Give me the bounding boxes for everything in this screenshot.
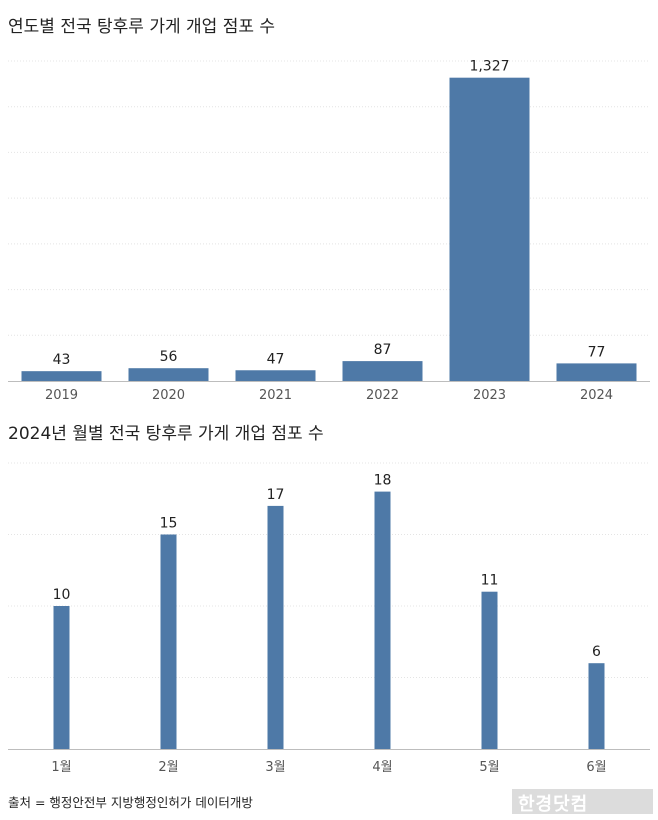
month-tick-label-3: 4월 [372, 760, 392, 775]
month-bar-5 [588, 663, 605, 749]
year-value-label-0: 43 [53, 352, 71, 368]
year-tick-label-4: 2023 [473, 388, 506, 403]
month-value-label-5: 6 [592, 644, 601, 660]
year-value-label-4: 1,327 [469, 59, 509, 75]
month-bar-0 [53, 606, 70, 749]
year-value-label-2: 47 [267, 351, 285, 367]
monthly-bar-chart: 10 1월 15 2월 17 3월 18 4월 11 5월 6 6월 [8, 462, 650, 775]
month-bar-1 [160, 534, 177, 749]
year-tick-label-0: 2019 [45, 388, 78, 403]
year-tick-label-1: 2020 [152, 388, 185, 403]
year-value-label-1: 56 [160, 349, 178, 365]
month-tick-label-0: 1월 [51, 760, 71, 775]
month-tick-label-2: 3월 [265, 760, 285, 775]
year-tick-label-2: 2021 [259, 388, 292, 403]
yearly-bar-chart: 43 2019 56 2020 47 2021 87 2022 1,327 2023 77 2024 [8, 59, 650, 403]
year-tick-label-5: 2024 [580, 388, 613, 403]
logo-text: 한경닷컴 [518, 794, 589, 815]
month-value-label-2: 17 [267, 487, 285, 503]
source-note: 출처 = 행정안전부 지방행정인허가 데이터개방 [8, 795, 253, 810]
month-value-label-3: 18 [374, 473, 392, 489]
year-bar-2 [235, 370, 316, 381]
year-value-label-3: 87 [374, 342, 392, 358]
year-bar-0 [21, 371, 102, 381]
chart-title-yearly: 연도별 전국 탕후루 가게 개업 점포 수 [8, 17, 276, 37]
year-bar-3 [342, 361, 423, 381]
year-value-label-5: 77 [588, 344, 606, 360]
month-bar-3 [374, 491, 391, 749]
month-bar-2 [267, 505, 284, 749]
chart-title-monthly: 2024년 월별 전국 탕후루 가게 개업 점포 수 [8, 424, 324, 444]
hankyung-logo: 한경닷컴 [512, 789, 653, 815]
month-value-label-4: 11 [481, 573, 499, 589]
month-tick-label-1: 2월 [158, 760, 178, 775]
year-bar-1 [128, 368, 209, 381]
year-bar-5 [556, 363, 637, 381]
month-value-label-0: 10 [53, 587, 71, 603]
month-tick-label-4: 5월 [479, 760, 499, 775]
month-tick-label-5: 6월 [586, 760, 606, 775]
year-tick-label-3: 2022 [366, 388, 399, 403]
year-bar-4 [449, 77, 530, 381]
month-bar-4 [481, 591, 498, 749]
month-value-label-1: 15 [160, 516, 178, 532]
